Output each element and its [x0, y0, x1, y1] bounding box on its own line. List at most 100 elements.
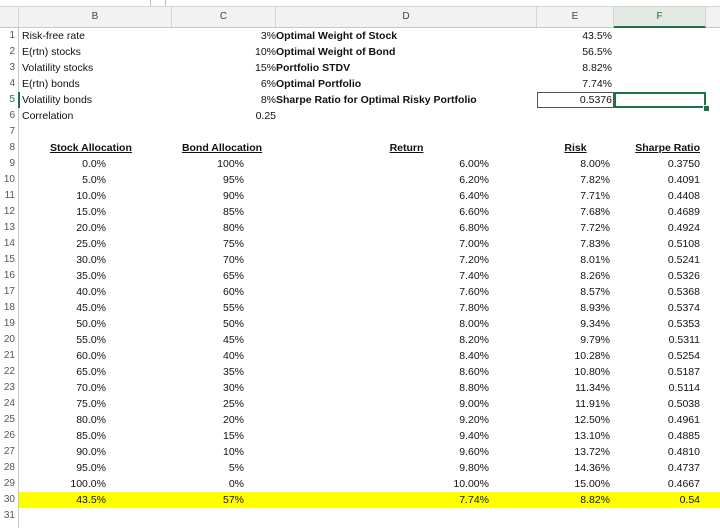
sharpe-ratio-cell[interactable]: 0.4689 [667, 206, 700, 218]
stock-allocation-cell[interactable]: 85.0% [76, 430, 106, 442]
result-value[interactable]: 7.74% [582, 78, 612, 90]
stock-allocation-cell[interactable]: 70.0% [76, 382, 106, 394]
row-header-5[interactable]: 5 [9, 94, 15, 105]
bond-allocation-cell[interactable]: 30% [222, 382, 244, 394]
row-header-22[interactable]: 22 [3, 366, 15, 377]
bond-allocation-cell[interactable]: 65% [222, 270, 244, 282]
sharpe-ratio-cell[interactable]: 0.54 [679, 494, 700, 506]
return-cell[interactable]: 8.00% [459, 318, 489, 330]
row-header-18[interactable]: 18 [3, 302, 15, 313]
active-cell-f5[interactable] [614, 92, 706, 108]
risk-cell[interactable]: 7.68% [580, 206, 610, 218]
return-cell[interactable]: 8.60% [459, 366, 489, 378]
return-cell[interactable]: 8.80% [459, 382, 489, 394]
bond-allocation-cell[interactable]: 20% [222, 414, 244, 426]
risk-cell[interactable]: 9.34% [580, 318, 610, 330]
column-header-b[interactable]: B [19, 7, 172, 27]
return-cell[interactable]: 10.00% [453, 478, 489, 490]
sharpe-ratio-cell[interactable]: 0.5038 [667, 398, 700, 410]
stock-allocation-cell[interactable]: 20.0% [76, 222, 106, 234]
result-value[interactable]: 0.5376 [579, 94, 612, 106]
stock-allocation-cell[interactable]: 90.0% [76, 446, 106, 458]
return-cell[interactable]: 7.20% [459, 254, 489, 266]
row-header-11[interactable]: 11 [4, 190, 15, 201]
row-header-28[interactable]: 28 [3, 462, 15, 473]
row-header-6[interactable]: 6 [9, 110, 15, 121]
bond-allocation-cell[interactable]: 85% [222, 206, 244, 218]
stock-allocation-cell[interactable]: 5.0% [82, 174, 106, 186]
return-cell[interactable]: 6.60% [459, 206, 489, 218]
input-value[interactable]: 10% [254, 46, 276, 58]
return-cell[interactable]: 6.40% [459, 190, 489, 202]
table-header[interactable]: Bond Allocation [181, 142, 263, 154]
bond-allocation-cell[interactable]: 15% [222, 430, 244, 442]
sharpe-ratio-cell[interactable]: 0.5353 [667, 318, 700, 330]
row-header-14[interactable]: 14 [3, 238, 15, 249]
risk-cell[interactable]: 8.00% [580, 158, 610, 170]
bond-allocation-cell[interactable]: 45% [222, 334, 244, 346]
sharpe-ratio-cell[interactable]: 0.4408 [667, 190, 700, 202]
bond-allocation-cell[interactable]: 95% [222, 174, 244, 186]
row-header-19[interactable]: 19 [3, 318, 15, 329]
sharpe-ratio-cell[interactable]: 0.5374 [667, 302, 700, 314]
sharpe-ratio-cell[interactable]: 0.5311 [668, 334, 700, 346]
sharpe-ratio-cell[interactable]: 0.4810 [667, 446, 700, 458]
result-label[interactable]: Optimal Portfolio [276, 78, 362, 90]
return-cell[interactable]: 6.00% [459, 158, 489, 170]
risk-cell[interactable]: 9.79% [580, 334, 610, 346]
sharpe-ratio-cell[interactable]: 0.4091 [667, 174, 700, 186]
column-header-d[interactable]: D [276, 7, 537, 27]
return-cell[interactable]: 7.80% [459, 302, 489, 314]
row-header-29[interactable]: 29 [3, 478, 15, 489]
row-header-15[interactable]: 15 [3, 254, 15, 265]
row-header-10[interactable]: 10 [3, 174, 15, 185]
row-header-26[interactable]: 26 [3, 430, 15, 441]
return-cell[interactable]: 9.40% [459, 430, 489, 442]
risk-cell[interactable]: 7.82% [580, 174, 610, 186]
row-header-27[interactable]: 27 [3, 446, 15, 457]
sharpe-ratio-cell[interactable]: 0.5108 [667, 238, 700, 250]
risk-cell[interactable]: 7.71% [580, 190, 610, 202]
bond-allocation-cell[interactable]: 50% [222, 318, 244, 330]
result-label[interactable]: Portfolio STDV [276, 62, 351, 74]
risk-cell[interactable]: 11.34% [575, 382, 610, 394]
return-cell[interactable]: 9.60% [459, 446, 489, 458]
sharpe-ratio-cell[interactable]: 0.5368 [667, 286, 700, 298]
risk-cell[interactable]: 14.36% [574, 462, 610, 474]
row-header-17[interactable]: 17 [3, 286, 15, 297]
result-label[interactable]: Sharpe Ratio for Optimal Risky Portfolio [276, 94, 477, 106]
input-label[interactable]: E(rtn) bonds [22, 78, 80, 90]
sharpe-ratio-cell[interactable]: 0.4885 [667, 430, 700, 442]
row-header-4[interactable]: 4 [9, 78, 15, 89]
table-header[interactable]: Stock Allocation [50, 142, 132, 154]
row-header-31[interactable]: 31 [3, 510, 15, 521]
return-cell[interactable]: 7.60% [459, 286, 489, 298]
bond-allocation-cell[interactable]: 80% [222, 222, 244, 234]
stock-allocation-cell[interactable]: 75.0% [76, 398, 106, 410]
sharpe-ratio-cell[interactable]: 0.5254 [667, 350, 700, 362]
row-header-25[interactable]: 25 [3, 414, 15, 425]
risk-cell[interactable]: 10.80% [574, 366, 610, 378]
stock-allocation-cell[interactable]: 95.0% [76, 462, 106, 474]
table-header[interactable]: Risk [564, 142, 587, 154]
bond-allocation-cell[interactable]: 90% [222, 190, 244, 202]
input-value[interactable]: 15% [254, 62, 276, 74]
column-header-c[interactable]: C [172, 7, 276, 27]
bond-allocation-cell[interactable]: 40% [222, 350, 244, 362]
stock-allocation-cell[interactable]: 60.0% [76, 350, 106, 362]
column-header-f[interactable]: F [614, 7, 706, 28]
sharpe-ratio-cell[interactable]: 0.3750 [667, 158, 700, 170]
stock-allocation-cell[interactable]: 0.0% [82, 158, 106, 170]
risk-cell[interactable]: 7.72% [580, 222, 610, 234]
row-header-16[interactable]: 16 [3, 270, 15, 281]
stock-allocation-cell[interactable]: 55.0% [76, 334, 106, 346]
risk-cell[interactable]: 13.10% [574, 430, 610, 442]
stock-allocation-cell[interactable]: 80.0% [76, 414, 106, 426]
row-header-2[interactable]: 2 [9, 46, 15, 57]
stock-allocation-cell[interactable]: 10.0% [76, 190, 106, 202]
result-label[interactable]: Optimal Weight of Stock [276, 30, 398, 42]
row-header-9[interactable]: 9 [9, 158, 15, 169]
input-label[interactable]: Volatility bonds [22, 94, 93, 106]
bond-allocation-cell[interactable]: 75% [222, 238, 244, 250]
bond-allocation-cell[interactable]: 5% [228, 462, 244, 474]
